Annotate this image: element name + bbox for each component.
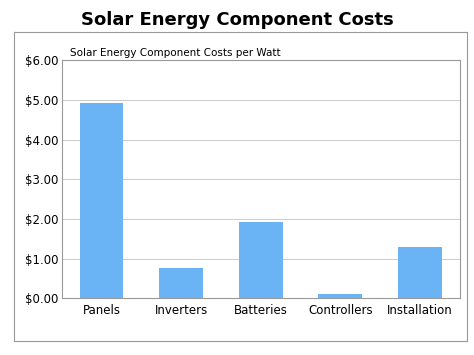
Bar <box>398 247 442 298</box>
Bar <box>159 268 203 298</box>
Text: Solar Energy Component Costs: Solar Energy Component Costs <box>81 11 393 29</box>
Bar <box>80 103 123 298</box>
Bar <box>239 222 283 298</box>
Text: Solar Energy Component Costs per Watt: Solar Energy Component Costs per Watt <box>70 48 280 58</box>
Bar <box>319 294 362 298</box>
